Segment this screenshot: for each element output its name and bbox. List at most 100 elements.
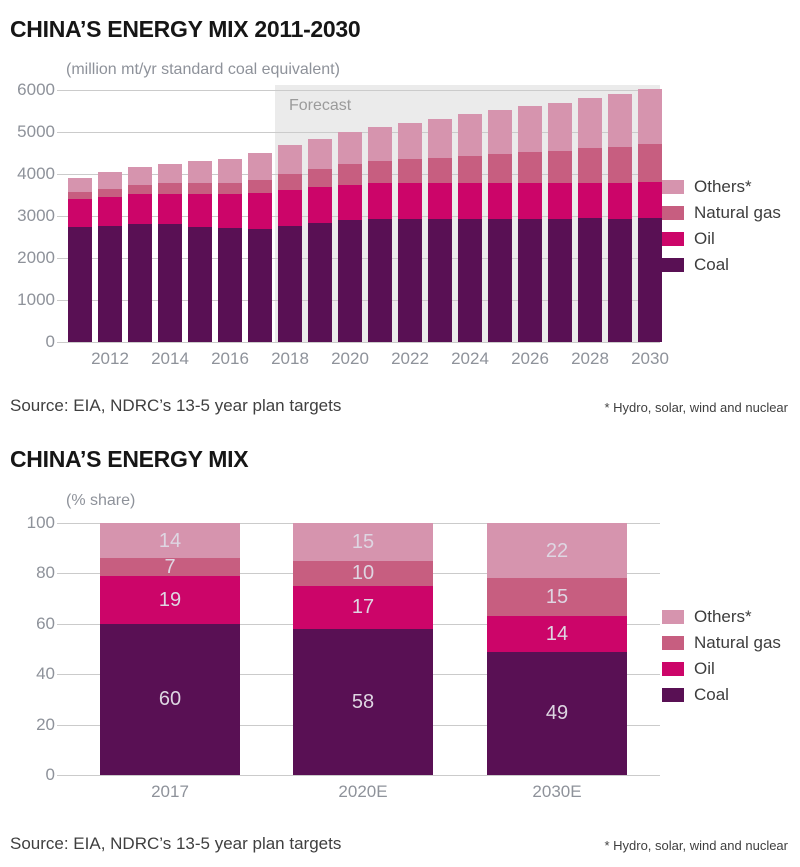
x-axis-label: 2026 bbox=[511, 349, 549, 368]
gridline bbox=[65, 216, 660, 217]
bar-segment-coal bbox=[487, 651, 627, 775]
bar-value-label: 14 bbox=[158, 529, 182, 552]
bar-segment-coal bbox=[308, 223, 332, 342]
bar-segment-coal bbox=[248, 228, 272, 342]
bar-segment-coal bbox=[98, 225, 122, 342]
chart1-footnote: * Hydro, solar, wind and nuclear bbox=[604, 400, 788, 415]
bar-segment-coal bbox=[68, 226, 92, 342]
y-axis-label: 4000 bbox=[17, 164, 55, 183]
bar-segment-others bbox=[338, 132, 362, 164]
bar-segment-natural-gas bbox=[578, 148, 602, 183]
bar-segment-others bbox=[368, 126, 392, 161]
bar-segment-coal bbox=[100, 623, 240, 775]
bar-value-label: 22 bbox=[545, 539, 569, 562]
legend-item-others: Others* bbox=[662, 604, 781, 630]
bar-value-label: 49 bbox=[545, 702, 569, 725]
bar-segment-others bbox=[128, 166, 152, 185]
chart2-title: CHINA’S ENERGY MIX bbox=[10, 446, 249, 472]
chart1-plot-area: Forecast 0 1000 2000 3000 4000 5000 6000 2012 201… bbox=[17, 80, 669, 368]
x-axis-label: 2012 bbox=[91, 349, 129, 368]
bar-segment-coal bbox=[278, 226, 302, 342]
bar-value-label: 10 bbox=[351, 562, 375, 585]
y-axis-tick bbox=[57, 132, 65, 133]
legend-swatch-coal bbox=[662, 688, 684, 702]
legend-swatch-natural-gas bbox=[662, 636, 684, 650]
bar-segment-natural-gas bbox=[518, 152, 542, 183]
legend-swatch-oil bbox=[662, 662, 684, 676]
bar-segment-coal bbox=[128, 223, 152, 342]
bar-segment-natural-gas bbox=[218, 182, 242, 195]
bar-value-label: 19 bbox=[158, 588, 182, 611]
bar-segment-oil bbox=[278, 189, 302, 227]
bar-segment-coal bbox=[488, 219, 512, 342]
x-axis-label: 2014 bbox=[151, 349, 189, 368]
bar-segment-oil bbox=[428, 183, 452, 220]
legend-item-natural-gas: Natural gas bbox=[662, 200, 781, 226]
bar-segment-others bbox=[548, 102, 572, 151]
bar-segment-natural-gas bbox=[398, 159, 422, 184]
bar-segment-coal bbox=[608, 218, 632, 342]
y-axis-label: 1000 bbox=[17, 290, 55, 309]
y-axis-label: 5000 bbox=[17, 122, 55, 141]
x-axis-label: 2022 bbox=[391, 349, 429, 368]
bar-segment-natural-gas bbox=[487, 578, 627, 617]
bar-segment-others bbox=[158, 163, 182, 184]
bar-value-label: 15 bbox=[545, 586, 569, 609]
bar-segment-coal bbox=[548, 218, 572, 342]
bar-segment-natural-gas bbox=[248, 179, 272, 193]
y-axis-tick bbox=[57, 523, 65, 524]
x-axis-label: 2018 bbox=[271, 349, 309, 368]
bar-segment-others bbox=[308, 138, 332, 169]
y-axis-tick bbox=[57, 342, 65, 343]
chart2-subtitle: (% share) bbox=[66, 492, 136, 509]
bar-segment-coal bbox=[638, 217, 662, 342]
y-axis-tick bbox=[57, 724, 65, 726]
legend-label: Natural gas bbox=[694, 633, 781, 652]
bar-segment-natural-gas bbox=[188, 183, 212, 194]
y-axis-label: 60 bbox=[36, 613, 55, 633]
legend-label: Natural gas bbox=[694, 203, 781, 222]
legend-label: Others* bbox=[694, 607, 752, 626]
bar-segment-oil bbox=[548, 183, 572, 219]
bar-segment-oil bbox=[188, 193, 212, 227]
bar-segment-coal bbox=[338, 220, 362, 342]
y-axis-label: 6000 bbox=[17, 80, 55, 99]
legend-label: Coal bbox=[694, 685, 729, 704]
chart2-legend: Others* Natural gas Oil Coal bbox=[662, 604, 781, 708]
legend-swatch-natural-gas bbox=[662, 206, 684, 220]
legend-label: Others* bbox=[694, 177, 752, 196]
bar-segment-others bbox=[98, 172, 122, 189]
bar-segment-natural-gas bbox=[368, 160, 392, 184]
bar-segment-others bbox=[428, 118, 452, 158]
y-axis-tick bbox=[57, 775, 65, 776]
forecast-label: Forecast bbox=[289, 97, 352, 114]
chart1-source: Source: EIA, NDRC’s 13-5 year plan targe… bbox=[10, 396, 342, 415]
bar-segment-oil bbox=[100, 575, 240, 624]
y-axis-tick bbox=[57, 300, 65, 301]
bar-segment-oil bbox=[488, 183, 512, 220]
y-axis-tick bbox=[57, 174, 65, 175]
bar-segment-oil bbox=[68, 199, 92, 227]
bar-segment-natural-gas bbox=[68, 191, 92, 200]
bar-segment-natural-gas bbox=[488, 154, 512, 184]
bar-segment-natural-gas bbox=[278, 174, 302, 190]
legend-item-oil: Oil bbox=[662, 656, 781, 682]
y-axis-label: 100 bbox=[26, 513, 55, 532]
bar-segment-others bbox=[398, 122, 422, 160]
gridline bbox=[65, 342, 660, 343]
chart1-title: CHINA’S ENERGY MIX 2011-2030 bbox=[10, 16, 361, 42]
bar-segment-oil bbox=[308, 187, 332, 224]
bar-segment-others bbox=[188, 161, 212, 184]
bar-segment-oil bbox=[218, 194, 242, 229]
bar-segment-oil bbox=[293, 586, 433, 629]
bar-segment-others bbox=[278, 145, 302, 174]
bar-value-label: 15 bbox=[351, 530, 375, 553]
x-axis-label: 2030 bbox=[631, 349, 669, 368]
legend-swatch-others bbox=[662, 610, 684, 624]
bar-segment-oil bbox=[338, 184, 362, 221]
bar-segment-natural-gas bbox=[158, 183, 182, 194]
bar-segment-others bbox=[487, 523, 627, 579]
bar-segment-coal bbox=[368, 219, 392, 342]
bar-segment-natural-gas bbox=[428, 157, 452, 184]
